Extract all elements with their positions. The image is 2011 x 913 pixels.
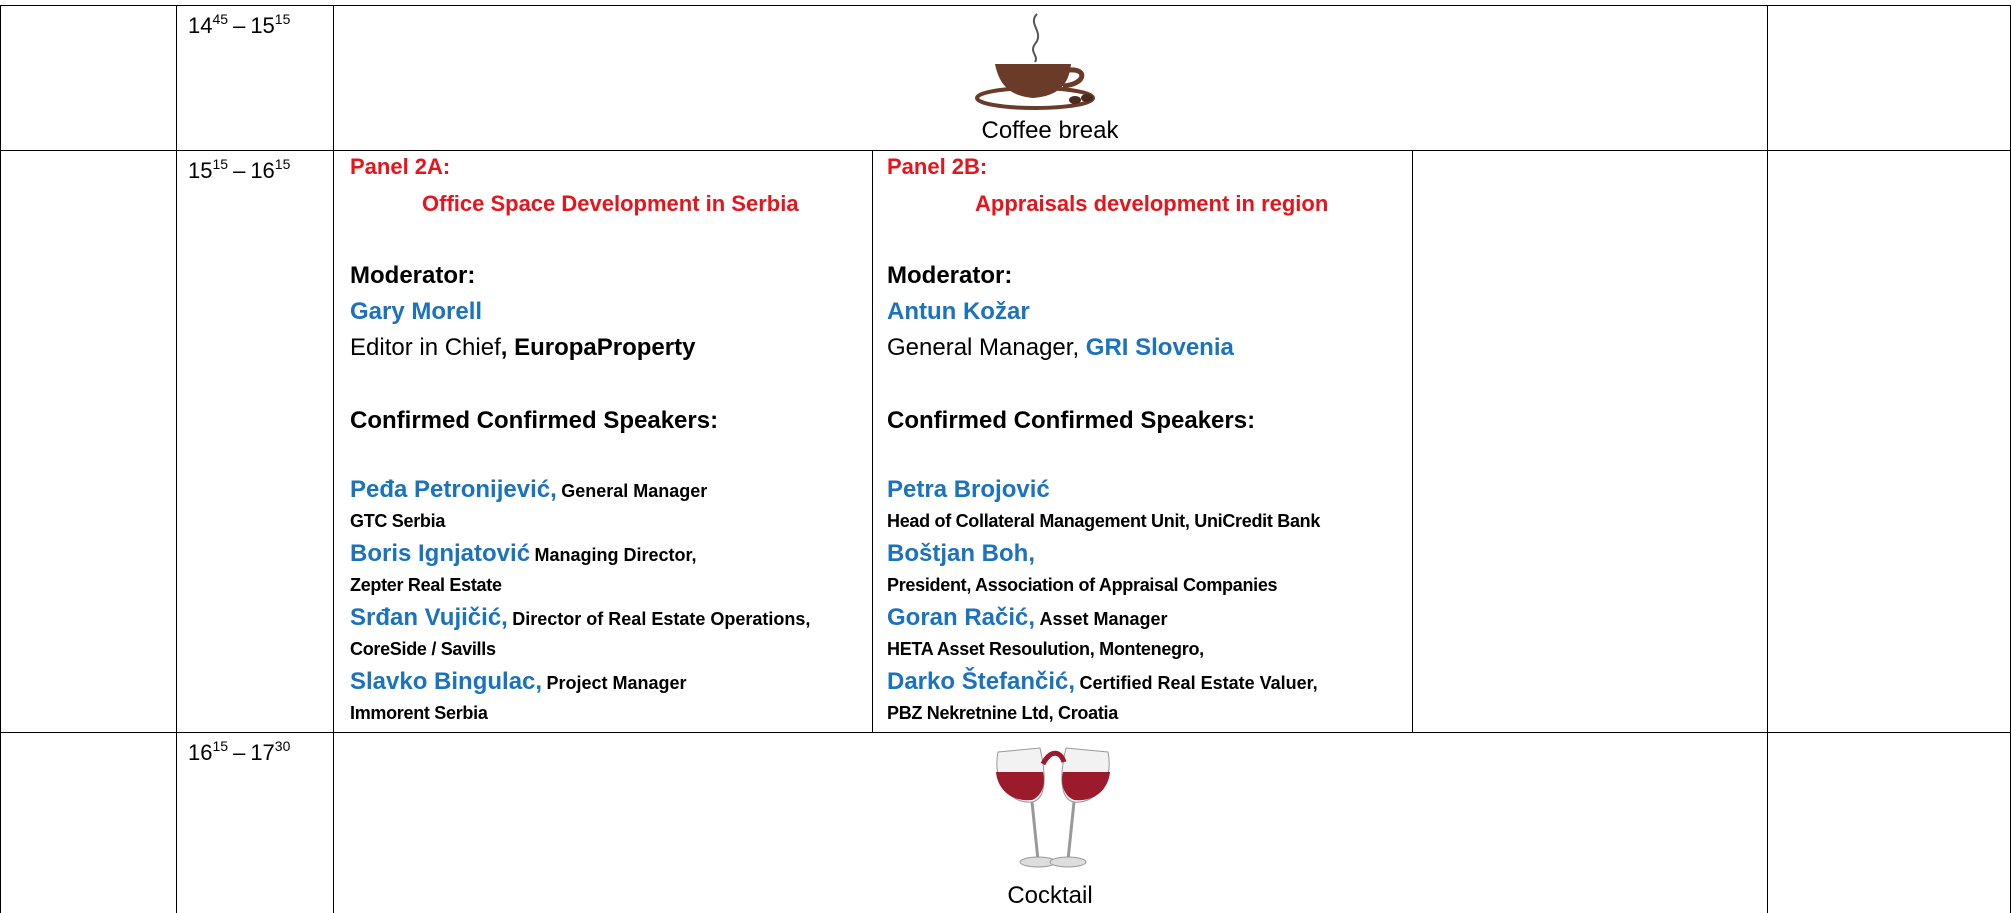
start-hour: 15 [188,158,213,183]
speaker-name: Boštjan Boh, [887,540,1035,567]
time-range: 1515–1615 [188,156,291,184]
end-minute: 15 [274,156,291,172]
moderator-name: Gary Morell [350,298,483,325]
role-part: Editor in Chief [350,334,501,361]
speaker-org: CoreSide / Savills [350,639,496,659]
panel-subtitle: Appraisals development in region [975,191,1329,216]
moderator-heading: Moderator: [887,262,1013,289]
speaker-name: Slavko Bingulac, [350,668,543,695]
panel-title: Panel 2B: [887,154,988,179]
speaker: Darko Štefančić, Certified Real Estate V… [887,668,1318,696]
speaker: Srđan Vujičić, Director of Real Estate O… [350,604,810,632]
speaker-name: Boris Ignjatović [350,540,531,567]
speakers-heading: Confirmed Confirmed Speakers: [350,407,719,434]
speaker-role: Asset Manager [1039,609,1168,629]
role-part: , EuropaProperty [500,334,696,361]
moderator-name: Antun Kožar [887,298,1030,325]
speaker: Boris Ignjatović Managing Director, [350,540,697,568]
moderator-role: Editor in Chief, EuropaProperty [350,334,695,362]
speaker-name: Peđa Petronijević, [350,476,557,503]
panel-subtitle: Office Space Development in Serbia [422,191,799,216]
speaker-role: Project Manager [546,673,687,693]
speaker: Petra Brojović [887,476,1050,504]
dash: – [233,13,246,38]
speaker-org: President, Association of Appraisal Comp… [887,575,1278,595]
speaker-org: Immorent Serbia [350,703,488,723]
speaker-role: Certified Real Estate Valuer, [1079,673,1318,693]
start-minute: 15 [212,156,229,172]
break-label: Coffee break [981,117,1119,144]
cocktail-icon [996,747,1110,868]
end-hour: 17 [250,740,275,765]
start-hour: 14 [188,13,213,38]
speaker: Boštjan Boh, [887,540,1035,568]
speaker-org: HETA Asset Resoulution, Montenegro, [887,639,1204,659]
speaker-org: PBZ Nekretnine Ltd, Croatia [887,703,1118,723]
start-hour: 16 [188,740,213,765]
speaker: Peđa Petronijević, General Manager [350,476,707,504]
role-part: General Manager, [887,334,1086,361]
start-minute: 15 [212,738,229,754]
speaker-name: Srđan Vujičić, [350,604,508,631]
speaker: Goran Račić, Asset Manager [887,604,1168,632]
moderator-role: General Manager, GRI Slovenia [887,334,1234,362]
speaker-org: GTC Serbia [350,511,446,531]
speaker: Slavko Bingulac, Project Manager [350,668,687,696]
time-range: 1615–1730 [188,738,291,766]
dash: – [233,158,246,183]
speaker-role: Managing Director, [534,545,697,565]
role-part: GRI Slovenia [1085,334,1234,361]
break-label: Cocktail [1007,882,1093,909]
moderator-heading: Moderator: [350,262,476,289]
end-hour: 15 [250,13,275,38]
time-range: 1445–1515 [188,11,291,39]
end-hour: 16 [250,158,275,183]
speaker-role: Director of Real Estate Operations, [512,609,811,629]
speaker-name: Goran Račić, [887,604,1036,631]
speaker-org: Head of Collateral Management Unit, UniC… [887,511,1321,531]
speaker-name: Darko Štefančić, [887,668,1076,695]
dash: – [233,740,246,765]
speaker-org: Zepter Real Estate [350,575,502,595]
panel-title: Panel 2A: [350,154,451,179]
end-minute: 15 [274,11,291,27]
speakers-heading: Confirmed Confirmed Speakers: [887,407,1256,434]
start-minute: 45 [212,11,229,27]
coffee-icon [975,13,1095,110]
speaker-name: Petra Brojović [887,476,1050,503]
speaker-role: General Manager [561,481,708,501]
end-minute: 30 [274,738,291,754]
